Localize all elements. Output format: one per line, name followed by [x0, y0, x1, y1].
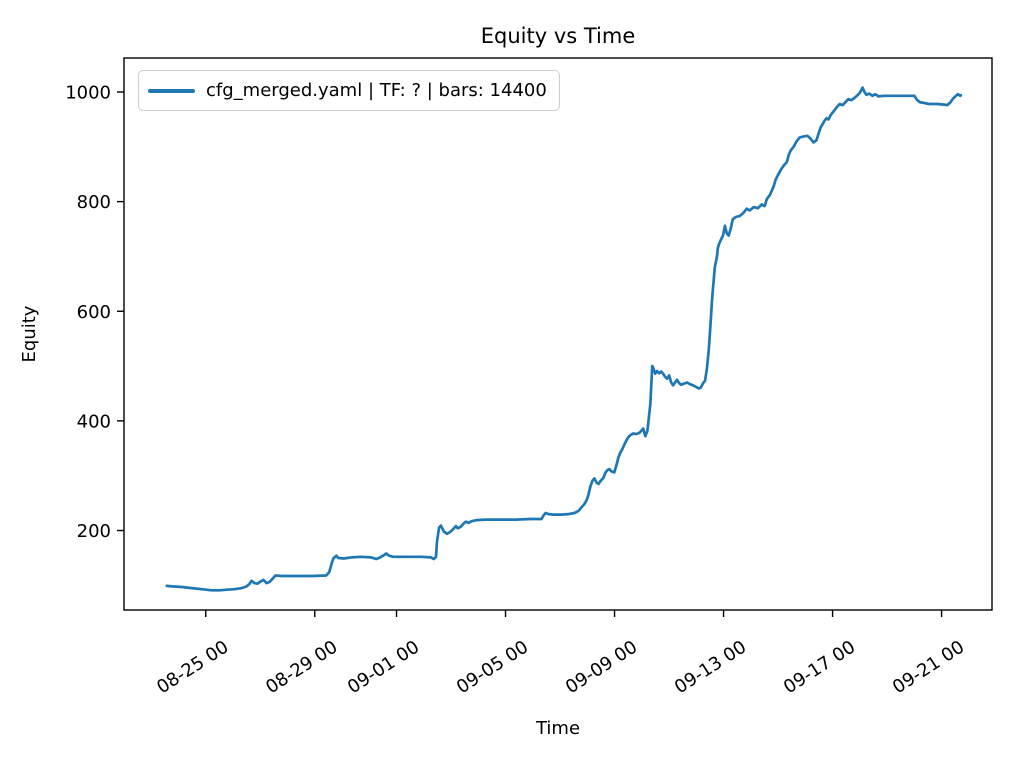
equity-line: [165, 86, 963, 592]
axes-frame: [123, 57, 993, 611]
legend-line-sample: [148, 88, 195, 93]
y-tick-label: 400: [77, 411, 111, 432]
chart-title: Equity vs Time: [480, 24, 636, 48]
x-axis-label: Time: [535, 718, 581, 739]
x-tick-label: 09-09 00: [562, 637, 641, 699]
x-tick-label: 09-17 00: [780, 637, 859, 699]
x-tick-label: 09-21 00: [889, 637, 968, 699]
y-tick-label: 1000: [65, 82, 111, 103]
x-tick-label: 08-25 00: [153, 637, 232, 699]
legend-label: cfg_merged.yaml | TF: ? | bars: 14400: [206, 80, 547, 101]
y-tick-label: 800: [77, 192, 111, 213]
legend: cfg_merged.yaml | TF: ? | bars: 14400: [138, 70, 560, 111]
x-tick-label: 09-05 00: [453, 637, 532, 699]
y-tick-label: 200: [77, 521, 111, 542]
x-tick-label: 09-13 00: [671, 637, 750, 699]
x-tick-label: 09-01 00: [344, 637, 423, 699]
y-tick-label: 600: [77, 302, 111, 323]
y-axis-label: Equity: [19, 305, 40, 363]
x-tick-label: 08-29 00: [262, 637, 341, 699]
